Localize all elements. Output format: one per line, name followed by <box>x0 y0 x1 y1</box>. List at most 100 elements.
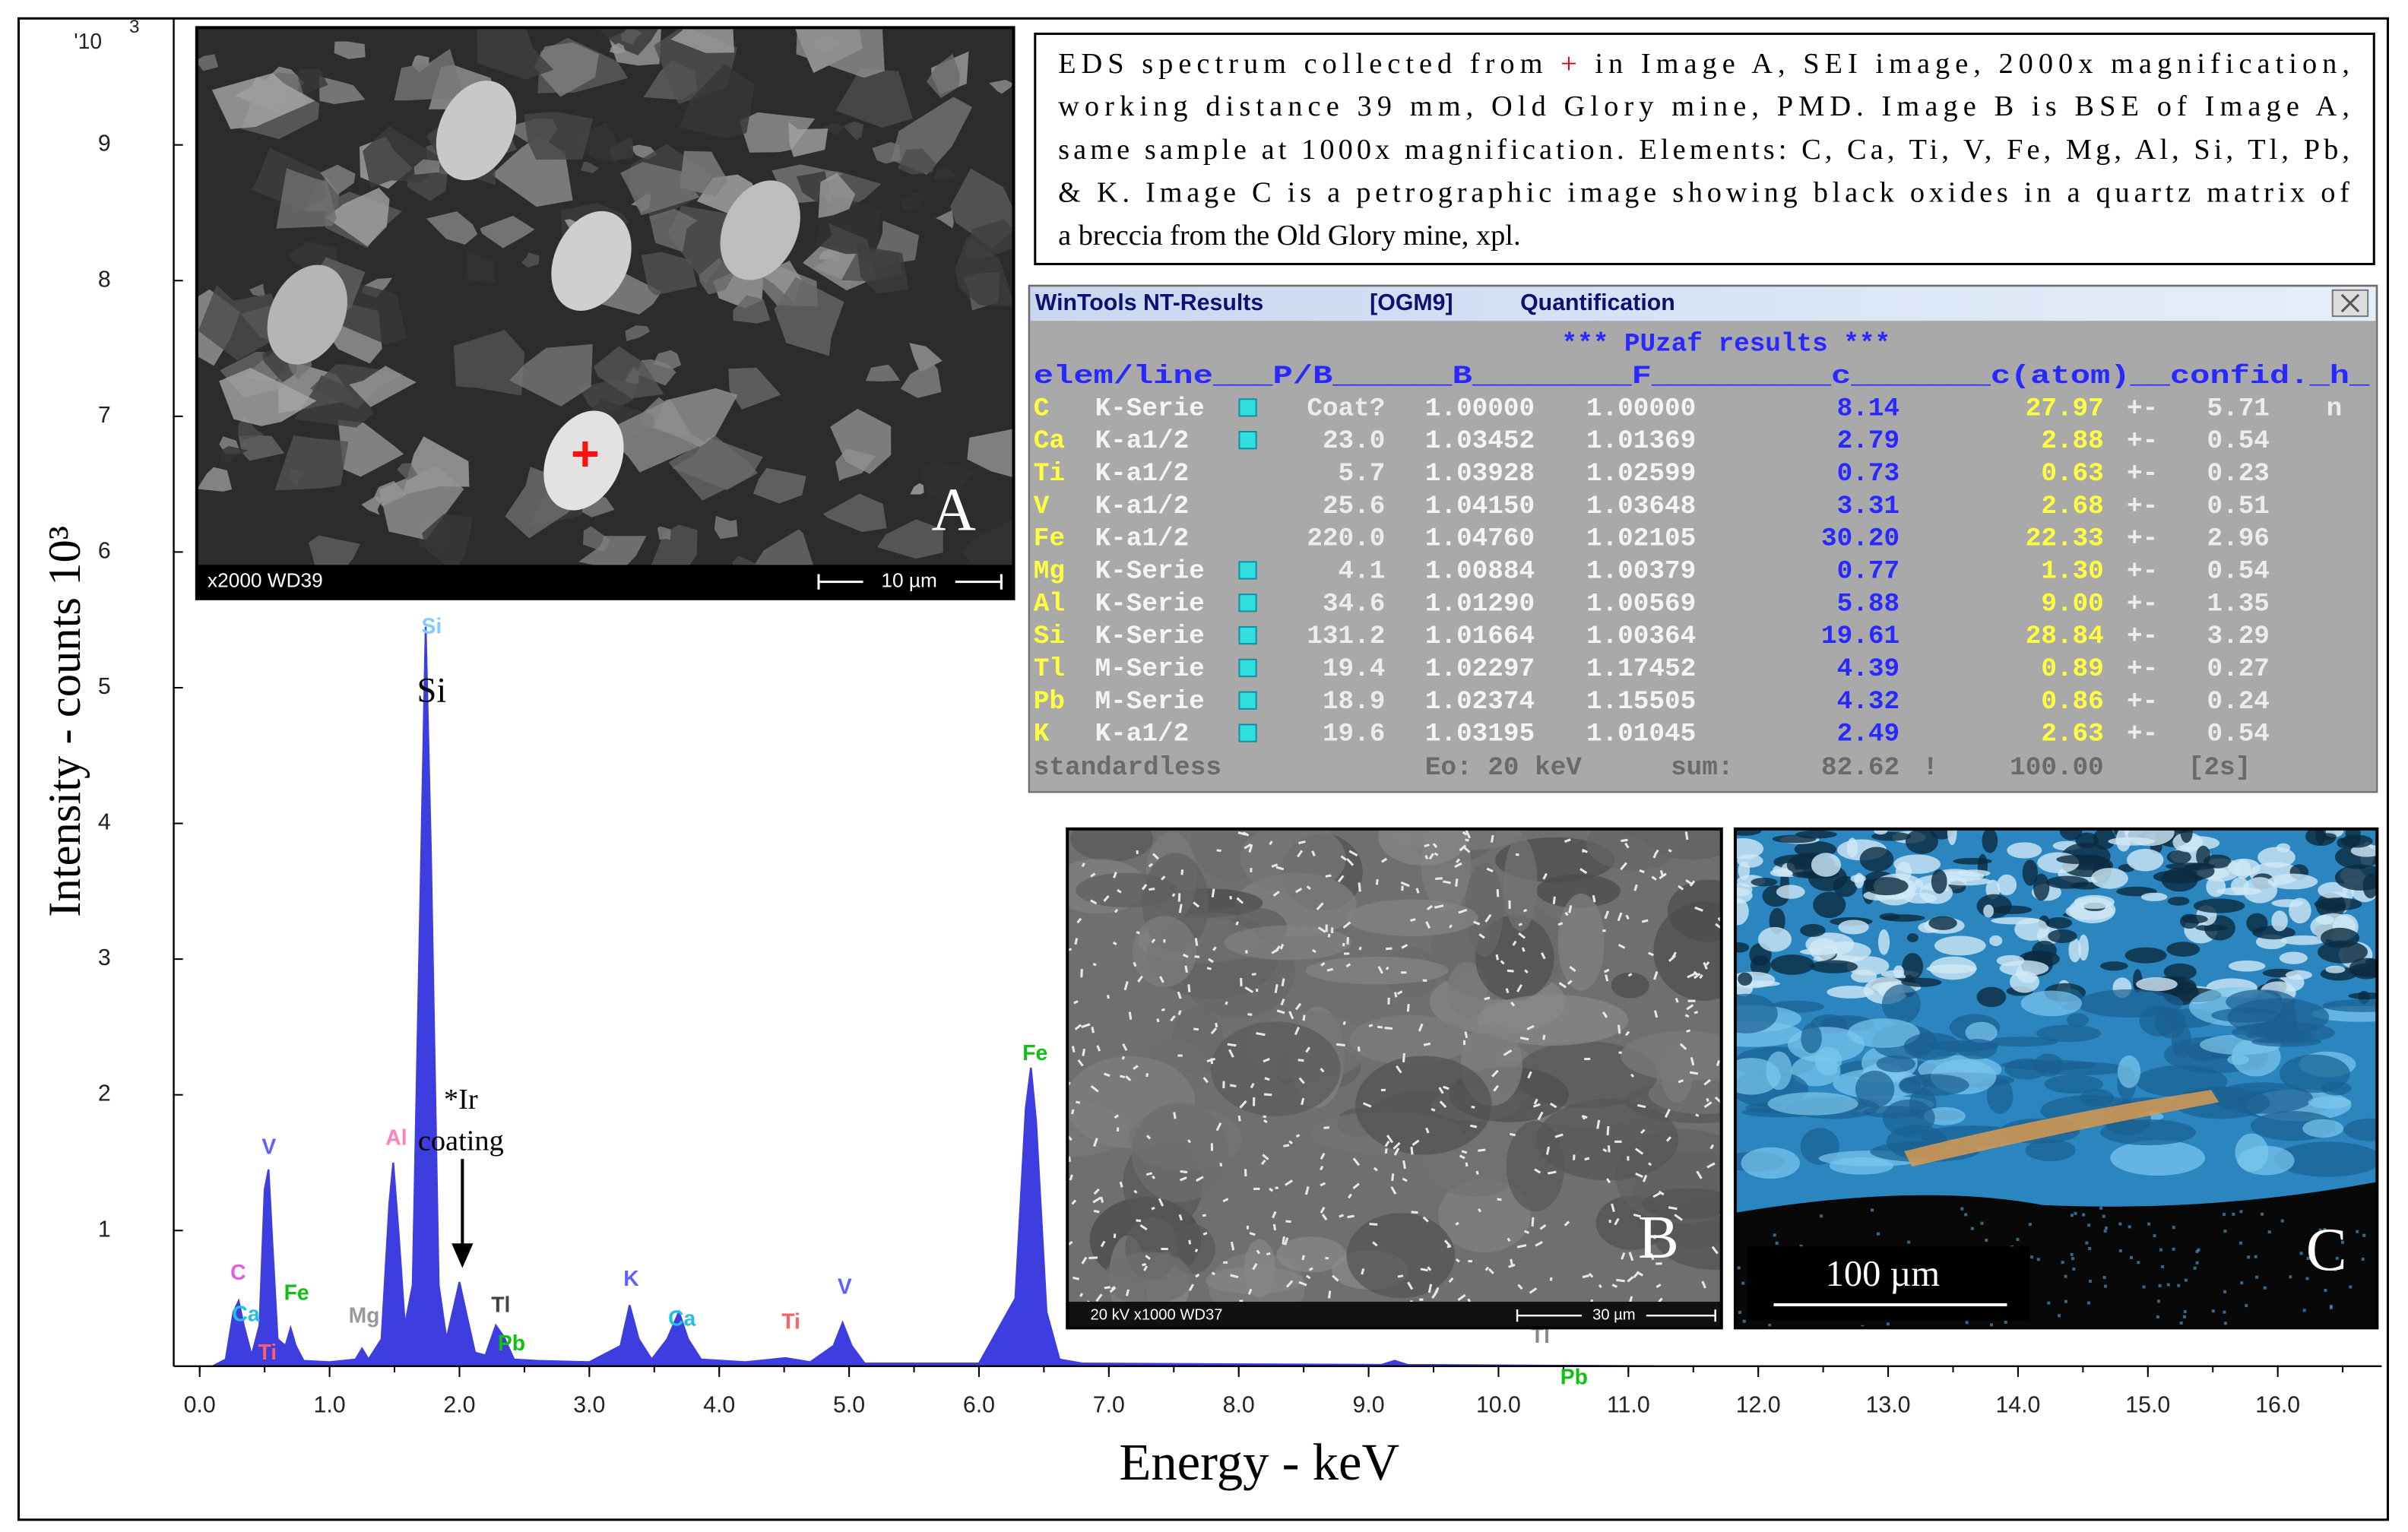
table-cell: 1.02599 <box>1586 459 1696 489</box>
image-texture <box>1799 948 1839 955</box>
image-texture <box>2251 1037 2322 1047</box>
image-texture <box>1738 972 1753 986</box>
image-speckle <box>2070 1252 2074 1256</box>
image-texture <box>680 150 728 197</box>
image-speckle <box>1652 853 1657 859</box>
image-speckle <box>1151 1206 1155 1211</box>
image-speckle <box>1557 922 1564 926</box>
arrow-head <box>452 1243 474 1268</box>
close-button[interactable] <box>2331 289 2369 318</box>
image-speckle <box>1096 1045 1101 1052</box>
image-texture <box>1926 964 1977 974</box>
image-texture <box>2140 892 2168 901</box>
image-texture <box>670 27 734 53</box>
image-speckle <box>1484 1266 1490 1271</box>
image-speckle <box>2280 1219 2284 1223</box>
image-speckle <box>1092 1196 1101 1204</box>
image-speckle <box>1222 1198 1229 1203</box>
image-speckle <box>1410 918 1416 922</box>
image-texture <box>1983 1037 2058 1047</box>
image-texture <box>1947 828 1957 846</box>
table-cell: K-Serie <box>1095 622 1205 651</box>
image-speckle <box>2318 1228 2322 1232</box>
table-cell: Pb <box>1034 687 1065 717</box>
x-tick-label: 14.0 <box>1995 1392 2040 1417</box>
image-texture <box>2258 847 2296 868</box>
image-speckle <box>1295 888 1303 894</box>
image-texture <box>1881 914 1925 922</box>
image-speckle <box>1133 1065 1139 1070</box>
caption: working distance 39 mm, Old Glory mine, … <box>1058 90 2349 252</box>
image-texture <box>218 445 249 464</box>
image-speckle <box>1478 1148 1486 1152</box>
image-speckle <box>2211 1309 2215 1313</box>
image-texture <box>1378 828 1469 866</box>
caption-marker: + <box>1560 48 1577 80</box>
image-texture <box>901 193 925 213</box>
image-speckle <box>1407 1281 1414 1290</box>
image-speckle <box>1384 1027 1393 1030</box>
caption-box <box>1034 32 2375 265</box>
image-texture <box>211 73 315 129</box>
peak-label: Ti <box>781 1309 800 1334</box>
peak-label: Ca <box>232 1302 259 1326</box>
image-texture <box>320 164 356 195</box>
image-texture <box>1240 828 1346 894</box>
image-texture <box>1895 861 1912 881</box>
peak-label: C <box>230 1260 246 1284</box>
image-speckle <box>1584 1057 1591 1061</box>
image-speckle <box>1348 1193 1352 1199</box>
image-speckle <box>1438 1087 1444 1094</box>
image-speckle <box>1188 1239 1192 1245</box>
image-speckle <box>1454 862 1462 869</box>
x-tick-label: 12.0 <box>1736 1392 1781 1417</box>
image-speckle <box>1193 901 1200 908</box>
image-speckle <box>1195 1273 1200 1278</box>
image-texture <box>1986 1078 2014 1114</box>
table-footer: Eo: 20 keV <box>1425 753 1582 783</box>
image-speckle <box>1424 854 1429 860</box>
image-speckle <box>1373 1166 1378 1172</box>
image-speckle <box>1093 1209 1100 1214</box>
image-texture <box>2078 934 2090 961</box>
image-speckle <box>1386 947 1393 951</box>
table-cell: K-a1/2 <box>1095 459 1190 489</box>
image-speckle <box>1510 1002 1516 1007</box>
image-streak <box>1904 1090 2219 1167</box>
image-speckle <box>1617 912 1623 922</box>
image-texture <box>699 258 736 295</box>
image-speckle <box>1173 1112 1177 1119</box>
table-cell: 0.54 <box>2207 426 2270 456</box>
image-speckle <box>1505 988 1510 994</box>
image-texture <box>466 250 496 283</box>
image-speckle <box>1636 1103 1646 1109</box>
image-texture <box>920 461 974 503</box>
image-texture <box>2343 1118 2378 1141</box>
image-speckle <box>1301 1097 1305 1106</box>
image-speckle <box>1070 1109 1075 1115</box>
image-speckle <box>2137 1261 2140 1265</box>
image-texture <box>593 346 664 399</box>
table-cell: +- <box>2127 720 2158 749</box>
image-speckle <box>1699 973 1703 980</box>
image-texture <box>898 148 936 175</box>
table-cell: +- <box>2127 426 2158 456</box>
table-cell: +- <box>2127 589 2158 619</box>
table-cell: 1.01290 <box>1425 589 1535 619</box>
image-speckle <box>1465 838 1469 842</box>
table-cell: K-a1/2 <box>1095 720 1190 749</box>
series-icon <box>1238 625 1257 645</box>
image-texture <box>2195 924 2228 932</box>
image-speckle <box>1965 1321 1969 1325</box>
image-speckle <box>1425 921 1431 929</box>
image-speckle <box>1125 1289 1130 1296</box>
image-speckle <box>1533 1098 1538 1105</box>
image-speckle <box>1706 1097 1709 1103</box>
image-speckle <box>1518 932 1526 939</box>
image-speckle <box>1716 1060 1721 1067</box>
image-speckle <box>1402 1160 1406 1170</box>
image-speckle <box>1123 980 1129 991</box>
image-texture <box>657 526 671 540</box>
table-cell: 19.61 <box>1821 622 1899 651</box>
y-tick-label: 1 <box>98 1217 111 1242</box>
